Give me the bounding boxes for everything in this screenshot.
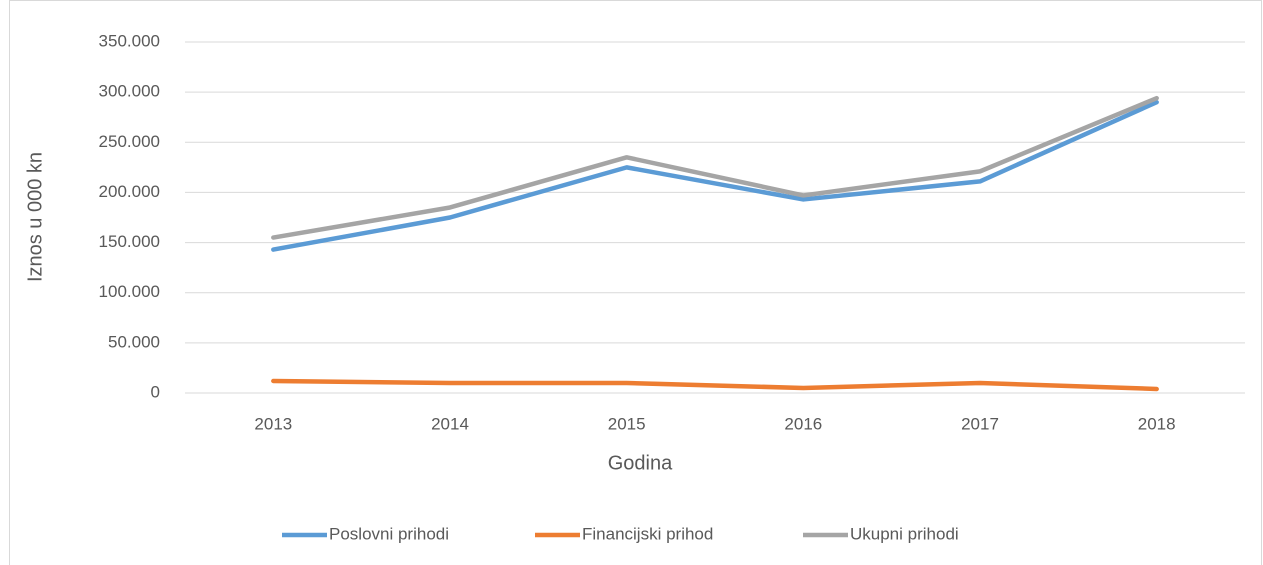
x-tick-label: 2013 <box>254 414 292 433</box>
y-tick-label: 300.000 <box>99 82 160 101</box>
x-tick-label: 2017 <box>961 414 999 433</box>
y-tick-label: 0 <box>151 382 160 401</box>
legend-label: Poslovni prihodi <box>329 524 449 543</box>
x-tick-label: 2014 <box>431 414 469 433</box>
y-tick-label: 100.000 <box>99 282 160 301</box>
chart-border <box>9 0 1262 565</box>
x-tick-label: 2016 <box>784 414 822 433</box>
y-tick-label: 250.000 <box>99 132 160 151</box>
y-tick-label: 350.000 <box>99 31 160 50</box>
legend-label: Financijski prihod <box>582 524 713 543</box>
legend-label: Ukupni prihodi <box>850 524 959 543</box>
series-line <box>271 378 1159 392</box>
x-tick-label: 2018 <box>1138 414 1176 433</box>
series-line <box>271 99 1159 252</box>
y-tick-label: 50.000 <box>108 332 160 351</box>
x-tick-label: 2015 <box>608 414 646 433</box>
x-axis-title: Godina <box>608 452 673 474</box>
series-line <box>271 95 1159 240</box>
y-tick-label: 150.000 <box>99 232 160 251</box>
y-axis-title: Iznos u 000 kn <box>24 152 46 282</box>
y-tick-label: 200.000 <box>99 182 160 201</box>
